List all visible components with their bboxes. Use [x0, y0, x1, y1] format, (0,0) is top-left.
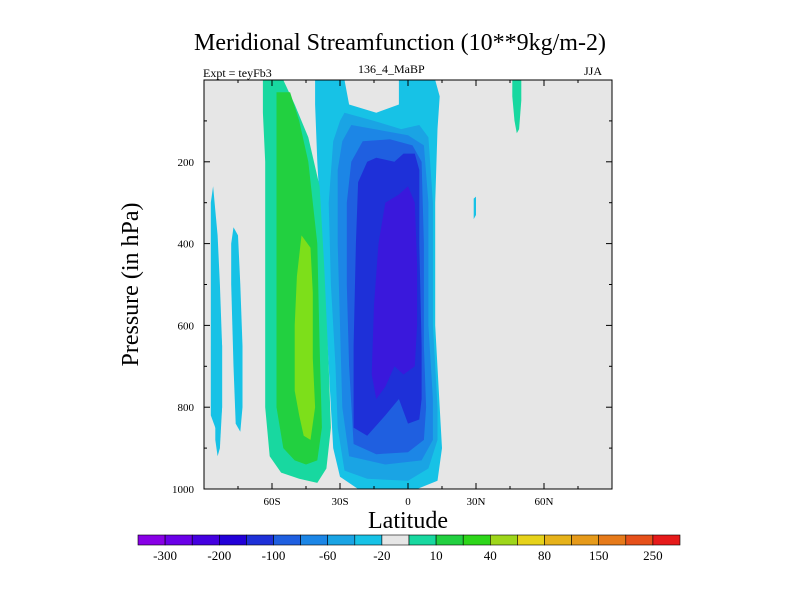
x-tick-label: 60S — [263, 496, 280, 508]
colorbar-label: 40 — [484, 548, 497, 563]
colorbar-label: -20 — [373, 548, 390, 563]
colorbar-swatch — [246, 534, 274, 546]
colorbar-swatch — [381, 534, 410, 546]
contour-region-12 — [231, 227, 243, 432]
x-tick-label: 30S — [331, 496, 348, 508]
y-tick-label: 800 — [178, 402, 195, 414]
colorbar-swatch — [625, 534, 654, 546]
colorbar-swatch — [219, 534, 247, 546]
contour-region-9 — [294, 235, 316, 440]
colorbar-swatch — [544, 534, 572, 546]
colorbar-label: 80 — [538, 548, 551, 563]
x-tick-label: 30N — [467, 496, 486, 508]
contour-region-6 — [371, 186, 418, 399]
colorbar-swatch — [273, 534, 301, 546]
y-tick-label: 200 — [178, 157, 195, 169]
x-tick-label: 60N — [535, 496, 554, 508]
contour-region-14 — [512, 80, 522, 134]
colorbar-swatch — [137, 534, 166, 546]
y-tick-label: 1000 — [172, 484, 195, 496]
colorbar-swatch — [571, 534, 599, 546]
colorbar-swatch — [354, 534, 383, 546]
y-tick-label: 600 — [178, 320, 195, 332]
colorbar-swatch — [435, 534, 464, 546]
colorbar-swatch — [598, 534, 627, 546]
period-label: 136_4_MaBP — [358, 62, 425, 76]
colorbar-label: 10 — [430, 548, 443, 563]
x-tick-label: 0 — [405, 496, 411, 508]
colorbar-label: 150 — [589, 548, 609, 563]
season-label: JJA — [584, 64, 603, 78]
chart-title: Meridional Streamfunction (10**9kg/m-2) — [194, 30, 606, 56]
contour-region-11 — [215, 317, 223, 457]
y-axis-label: Pressure (in hPa) — [118, 203, 144, 367]
colorbar-swatch — [462, 534, 491, 546]
colorbar-label: -100 — [262, 548, 286, 563]
colorbar-label: -300 — [153, 548, 177, 563]
x-axis-label: Latitude — [368, 508, 448, 534]
colorbar-swatch — [164, 534, 193, 546]
y-tick-label: 400 — [178, 239, 195, 251]
colorbar-swatch — [327, 534, 356, 546]
contour-region-13 — [473, 196, 476, 220]
experiment-label: Expt = teyFb3 — [203, 66, 272, 80]
colorbar-label: -60 — [319, 548, 336, 563]
colorbar-label: 250 — [643, 548, 663, 563]
colorbar-swatch — [652, 534, 681, 546]
colorbar-swatch — [300, 534, 329, 546]
colorbar-swatch — [191, 534, 220, 546]
colorbar-label: -200 — [207, 548, 231, 563]
colorbar-swatch — [408, 534, 437, 546]
colorbar-swatch — [517, 534, 545, 546]
colorbar-swatch — [489, 534, 518, 546]
